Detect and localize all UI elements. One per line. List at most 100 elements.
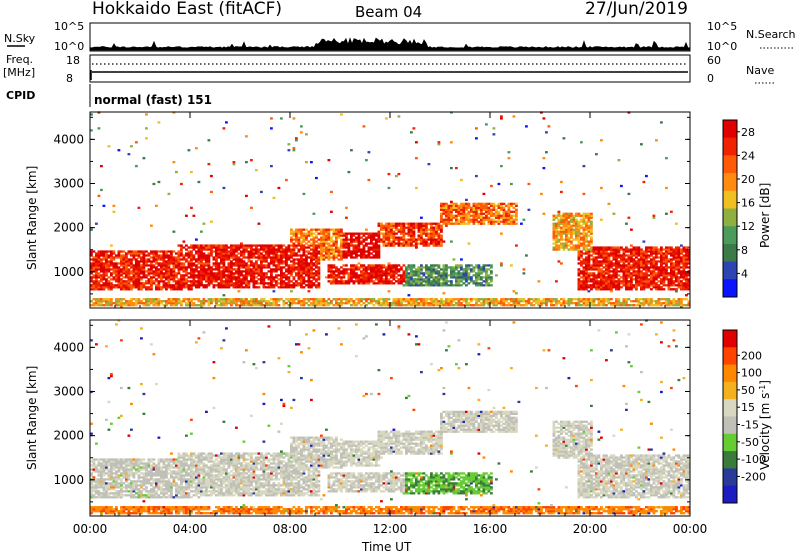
echo-cell xyxy=(220,252,223,255)
echo-cell xyxy=(337,254,341,257)
echo-cell xyxy=(377,224,381,227)
echo-cell xyxy=(102,204,106,207)
echo-cell xyxy=(327,232,331,235)
echo-cell xyxy=(567,212,571,215)
echo-cell xyxy=(590,278,593,281)
echo-cell xyxy=(420,268,423,271)
echo-cell xyxy=(327,266,331,269)
echo-cell xyxy=(222,284,226,287)
echo-cell xyxy=(217,264,221,267)
echo-cell xyxy=(562,137,566,140)
echo-cell xyxy=(480,272,483,275)
echo-cell xyxy=(292,278,296,281)
echo-cell xyxy=(475,302,478,305)
echo-cell xyxy=(135,268,138,271)
echo-cell xyxy=(272,276,276,279)
echo-cell xyxy=(185,266,188,269)
echo-cell xyxy=(325,250,328,253)
echo-cell xyxy=(615,262,618,265)
echo-cell xyxy=(295,240,298,243)
echo-cell xyxy=(280,117,283,120)
echo-cell xyxy=(595,274,598,277)
echo-cell xyxy=(495,216,498,219)
echo-cell xyxy=(445,216,448,219)
echo-cell xyxy=(272,196,276,200)
echo-cell xyxy=(390,268,393,271)
echo-cell xyxy=(127,302,131,305)
echo-cell xyxy=(412,244,416,247)
echo-cell xyxy=(410,302,413,305)
echo-cell xyxy=(475,206,478,209)
echo-cell xyxy=(152,298,156,301)
echo-cell xyxy=(170,252,173,255)
echo-cell xyxy=(582,266,586,269)
echo-cell xyxy=(560,216,563,219)
echo-cell xyxy=(190,272,193,275)
echo-cell xyxy=(230,262,233,265)
echo-cell xyxy=(317,268,321,271)
echo-cell xyxy=(467,242,471,245)
echo-cell xyxy=(612,302,616,305)
echo-cell xyxy=(187,280,191,283)
echo-cell xyxy=(207,248,211,251)
echo-cell xyxy=(415,157,418,160)
echo-cell xyxy=(140,286,143,289)
echo-cell xyxy=(660,250,663,253)
echo-cell xyxy=(237,290,241,293)
echo-cell xyxy=(162,284,166,287)
echo-cell xyxy=(230,270,233,273)
echo-cell xyxy=(182,280,186,283)
echo-cell xyxy=(610,246,613,249)
echo-cell xyxy=(595,278,598,281)
echo-cell xyxy=(475,298,478,301)
echo-cell xyxy=(430,272,433,275)
echo-cell xyxy=(392,304,396,307)
echo-cell xyxy=(482,284,486,287)
echo-cell xyxy=(387,222,391,225)
echo-cell xyxy=(107,284,111,287)
power-cells xyxy=(90,111,691,309)
echo-cell xyxy=(97,274,101,277)
echo-cell xyxy=(472,274,476,277)
echo-cell xyxy=(160,258,163,261)
echo-cell xyxy=(407,302,411,305)
echo-cell xyxy=(465,284,468,287)
echo-cell xyxy=(352,234,356,237)
echo-cell xyxy=(605,300,608,303)
echo-cell xyxy=(620,246,623,249)
echo-cell xyxy=(597,264,601,267)
echo-cell xyxy=(455,210,458,213)
echo-cell xyxy=(580,238,583,241)
echo-cell xyxy=(345,264,348,267)
echo-cell xyxy=(280,256,283,259)
echo-cell xyxy=(310,238,313,241)
echo-cell xyxy=(480,284,483,287)
echo-cell xyxy=(510,304,513,307)
echo-cell xyxy=(102,250,106,253)
echo-cell xyxy=(507,216,511,219)
echo-cell xyxy=(177,266,181,269)
echo-cell xyxy=(495,298,498,301)
echo-cell xyxy=(235,264,238,267)
echo-cell xyxy=(660,282,663,285)
echo-cell xyxy=(262,286,266,289)
echo-cell xyxy=(260,268,263,271)
echo-cell xyxy=(500,115,503,118)
echo-cell xyxy=(472,304,476,307)
echo-cell xyxy=(130,286,133,289)
echo-cell xyxy=(490,270,493,273)
echo-cell xyxy=(300,230,303,233)
echo-cell xyxy=(487,278,491,281)
echo-cell xyxy=(410,268,413,271)
echo-cell xyxy=(95,286,98,289)
echo-cell xyxy=(155,204,158,207)
echo-cell xyxy=(640,143,643,146)
echo-cell xyxy=(300,300,303,303)
echo-cell xyxy=(440,218,443,221)
echo-cell xyxy=(510,220,513,223)
echo-cell xyxy=(272,244,276,247)
echo-cell xyxy=(510,298,513,301)
echo-cell xyxy=(500,164,503,168)
echo-cell xyxy=(437,234,441,237)
echo-cell xyxy=(455,278,458,281)
